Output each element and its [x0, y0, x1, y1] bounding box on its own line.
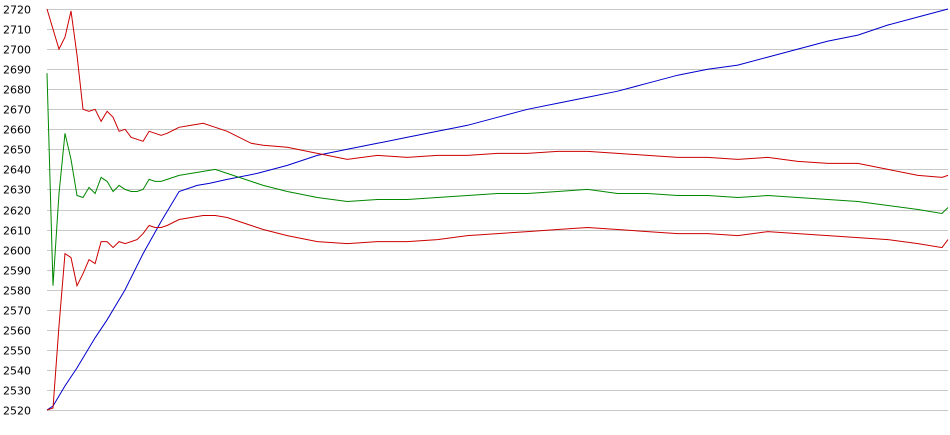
y-tick-label: 2670: [3, 104, 31, 117]
y-tick-label: 2650: [3, 144, 31, 157]
series-line-4: [46, 215, 949, 411]
y-tick-label: 2680: [3, 84, 31, 97]
y-tick-label: 2700: [3, 44, 31, 57]
series-line-3: [46, 73, 949, 286]
y-tick-label: 2550: [3, 345, 31, 358]
series-line-2: [46, 8, 949, 178]
grid: [47, 9, 948, 411]
y-tick-label: 2690: [3, 64, 31, 77]
y-tick-label: 2710: [3, 24, 31, 37]
y-tick-label: 2610: [3, 225, 31, 238]
y-tick-label: 2560: [3, 325, 31, 338]
y-axis-tick-labels: 2720 2710 2700 2690 2680 2670 2660 2650 2640 2630…: [3, 4, 31, 418]
y-tick-label: 2720: [3, 4, 31, 17]
y-tick-label: 2620: [3, 205, 31, 218]
series-line-1: [46, 8, 949, 411]
y-tick-label: 2630: [3, 184, 31, 197]
y-tick-label: 2640: [3, 164, 31, 177]
y-tick-label: 2570: [3, 305, 31, 318]
y-tick-label: 2520: [3, 405, 31, 418]
y-tick-label: 2530: [3, 385, 31, 398]
y-tick-label: 2660: [3, 124, 31, 137]
y-tick-label: 2590: [3, 265, 31, 278]
series-lines: [46, 8, 949, 411]
y-tick-label: 2600: [3, 245, 31, 258]
y-tick-label: 2580: [3, 285, 31, 298]
y-tick-label: 2540: [3, 365, 31, 378]
